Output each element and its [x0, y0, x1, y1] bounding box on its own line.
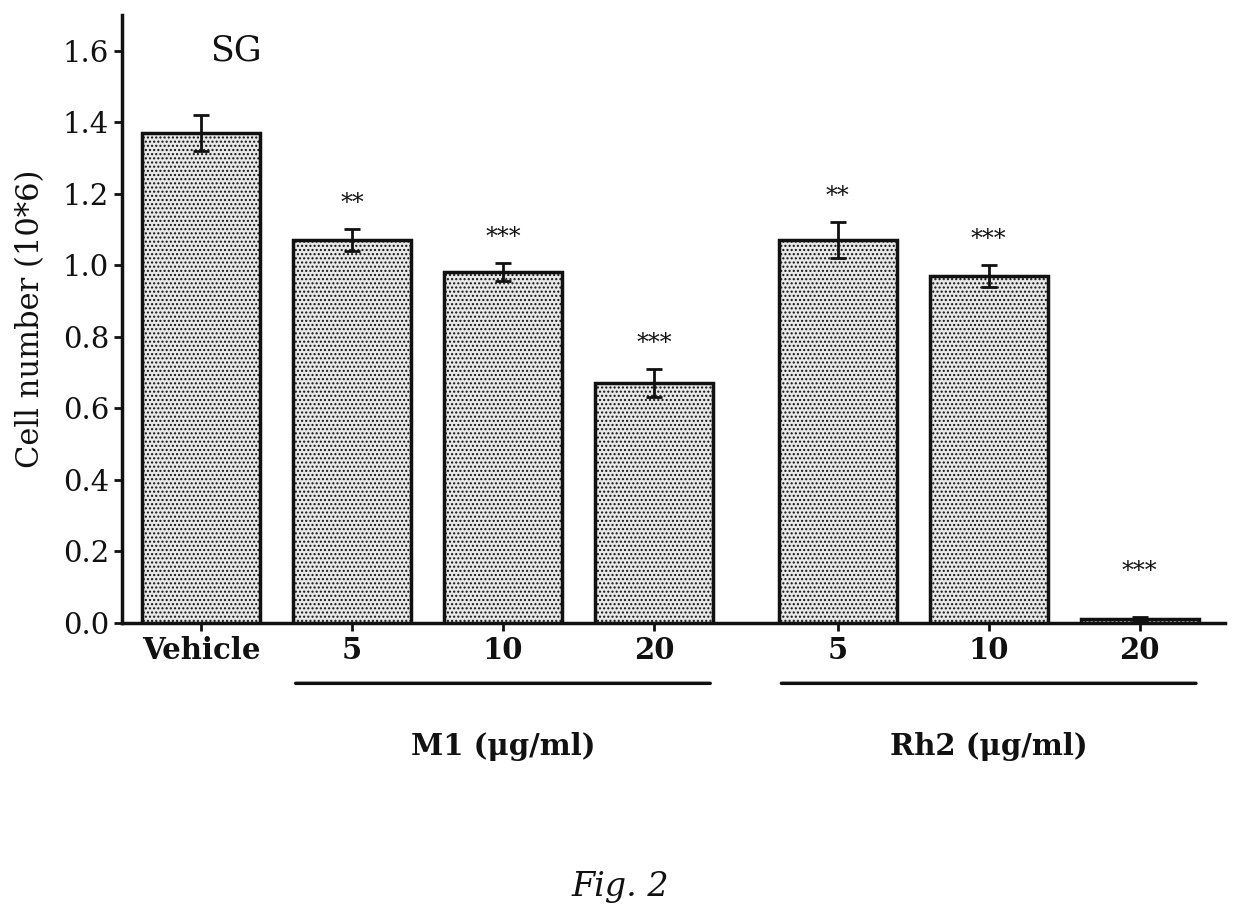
- Bar: [779, 240, 897, 623]
- Bar: [444, 273, 562, 623]
- Bar: [141, 133, 260, 623]
- Text: **: **: [826, 185, 849, 208]
- Bar: [1080, 619, 1199, 623]
- Text: Fig. 2: Fig. 2: [572, 871, 668, 903]
- Bar: [293, 240, 410, 623]
- Text: SG: SG: [211, 33, 262, 67]
- Y-axis label: Cell number (10*6): Cell number (10*6): [15, 170, 46, 468]
- Text: ***: ***: [485, 226, 521, 249]
- Text: **: **: [340, 192, 363, 215]
- Text: M1 (μg/ml): M1 (μg/ml): [410, 732, 595, 761]
- Text: ***: ***: [636, 332, 672, 355]
- Bar: [930, 276, 1048, 623]
- Text: ***: ***: [971, 228, 1007, 251]
- Text: Rh2 (μg/ml): Rh2 (μg/ml): [890, 732, 1087, 761]
- Text: ***: ***: [1122, 560, 1157, 583]
- Bar: [595, 383, 713, 623]
